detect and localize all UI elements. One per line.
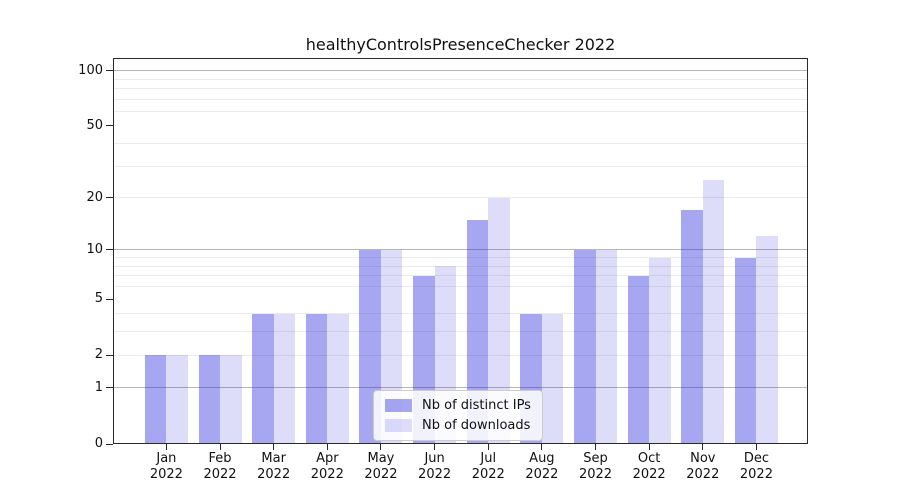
legend-swatch-distinct-ips [385,398,412,412]
y-tick-label-10: 10 [86,241,103,257]
x-tick-label-apr: Apr 2022 [310,451,344,482]
grid-line-minor-3 [113,331,808,333]
y-tick-mark-1 [106,387,113,389]
x-tick-mark-apr [326,444,328,450]
x-tick-label-jul: Jul 2022 [471,451,505,482]
bar-distinct-ips-apr [305,313,328,444]
bar-downloads-sep [595,249,618,444]
y-tick-label-1: 1 [94,379,103,395]
y-tick-label-5: 5 [94,291,103,307]
y-tick-mark-5 [106,298,113,300]
grid-line-major-10 [113,249,808,251]
bar-downloads-nov [702,180,725,444]
y-tick-label-2: 2 [94,347,103,363]
grid-line-minor-8 [113,265,808,267]
bar-distinct-ips-mar [252,313,274,444]
bar-downloads-apr [327,313,349,444]
legend-item-distinct-ips: Nb of distinct IPs [385,397,531,413]
x-tick-label-sep: Sep 2022 [578,451,613,482]
y-tick-mark-0 [106,443,113,445]
bar-distinct-ips-dec [734,257,757,444]
x-tick-mark-jul [487,444,489,450]
grid-line-minor-70 [113,98,808,100]
x-tick-label-jan: Jan 2022 [149,451,183,482]
x-tick-label-oct: Oct 2022 [632,451,666,482]
bar-downloads-feb [220,355,242,444]
bar-distinct-ips-oct [627,275,650,444]
grid-line-minor-60 [113,110,808,112]
x-tick-mark-nov [702,444,704,450]
legend: Nb of distinct IPs Nb of downloads [373,390,543,441]
bar-downloads-jan [166,355,188,444]
bar-downloads-oct [649,257,671,444]
y-tick-mark-2 [106,354,113,356]
y-tick-mark-100 [106,70,113,72]
grid-line-minor-20 [113,197,808,199]
x-tick-label-aug: Aug 2022 [525,451,559,482]
grid-line-minor-4 [113,313,808,315]
bar-distinct-ips-feb [198,355,221,444]
x-tick-label-jun: Jun 2022 [418,451,452,482]
x-tick-label-nov: Nov 2022 [686,451,720,482]
grid-line-major-100 [113,70,808,72]
grid-line-minor-80 [113,87,808,89]
chart-title: healthyControlsPresenceChecker 2022 [305,35,616,54]
bar-distinct-ips-jan [144,355,167,444]
y-tick-mark-20 [106,197,113,199]
grid-line-minor-40 [113,143,808,145]
x-tick-mark-may [380,444,382,450]
grid-line-minor-90 [113,78,808,80]
grid-line-minor-6 [113,286,808,288]
grid-line-major-1 [113,387,808,389]
bar-distinct-ips-nov [681,210,703,444]
x-tick-mark-jan [165,444,167,450]
bar-downloads-aug [541,313,564,444]
y-tick-label-0: 0 [94,436,103,451]
plot-area [113,58,808,444]
x-tick-mark-jun [434,444,436,450]
legend-item-downloads: Nb of downloads [385,417,531,433]
x-tick-label-may: May 2022 [364,451,398,482]
x-tick-mark-mar [273,444,275,450]
x-tick-label-dec: Dec 2022 [739,451,773,482]
grid-line-minor-30 [113,165,808,167]
bar-distinct-ips-jul [466,219,489,444]
bar-downloads-jul [488,197,510,444]
x-tick-mark-sep [595,444,597,450]
grid-line-minor-9 [113,257,808,259]
bar-downloads-dec [756,236,778,444]
x-tick-label-feb: Feb 2022 [203,451,237,482]
grid-line-minor-7 [113,275,808,277]
y-tick-label-50: 50 [86,117,103,133]
legend-swatch-downloads [385,418,412,432]
x-tick-label-mar: Mar 2022 [257,451,291,482]
bar-downloads-mar [273,313,296,444]
y-tick-label-20: 20 [86,189,103,205]
x-tick-mark-dec [755,444,757,450]
x-tick-mark-aug [541,444,543,450]
y-tick-mark-10 [106,249,113,251]
y-tick-mark-50 [106,125,113,127]
bar-distinct-ips-sep [574,249,596,444]
legend-label-downloads: Nb of downloads [422,417,531,433]
y-tick-label-100: 100 [78,62,103,78]
x-tick-mark-oct [648,444,650,450]
grid-line-minor-2 [113,354,808,356]
legend-label-distinct-ips: Nb of distinct IPs [422,397,531,413]
x-tick-mark-feb [219,444,221,450]
